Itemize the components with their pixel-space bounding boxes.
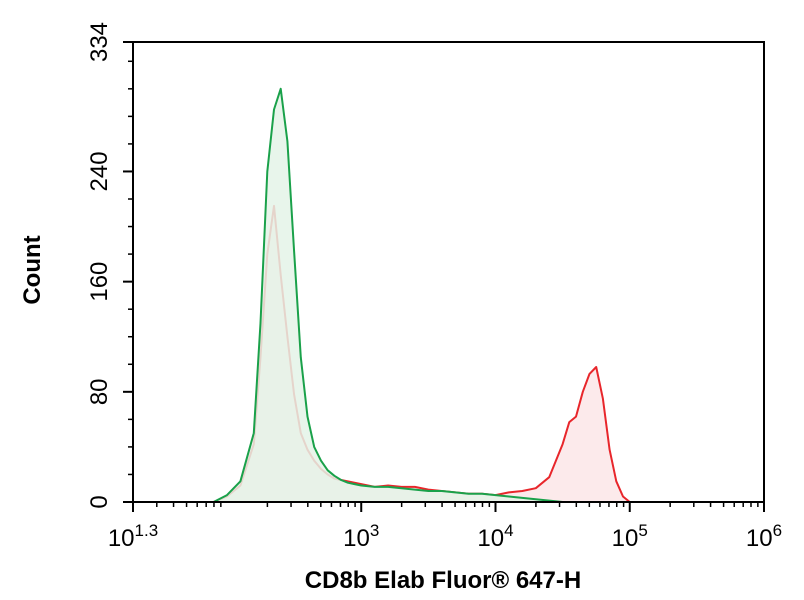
- series-layer: [213, 87, 657, 503]
- axes-layer: 0 80 160 240 334 101.3 103 104 105 106: [86, 22, 782, 552]
- x-tick-label-4: 106: [746, 521, 782, 552]
- x-axis-title: CD8b Elab Fluor® 647-H: [305, 567, 581, 594]
- x-tick-label-2: 104: [477, 521, 513, 552]
- y-tick-label-0: 0: [86, 495, 113, 508]
- x-tick-label-0: 101.3: [108, 521, 158, 552]
- plot-frame: [132, 41, 765, 503]
- y-tick-label-3: 240: [86, 151, 113, 191]
- y-tick-label-1: 80: [86, 378, 113, 405]
- x-tick-label-3: 105: [612, 521, 648, 552]
- x-tick-label-1: 103: [343, 521, 379, 552]
- y-tick-label-2: 160: [86, 262, 113, 302]
- series-1-area: [213, 88, 563, 503]
- y-axis-title: Count: [19, 235, 46, 304]
- series-1-line: [213, 87, 563, 503]
- y-tick-label-4: 334: [86, 22, 113, 62]
